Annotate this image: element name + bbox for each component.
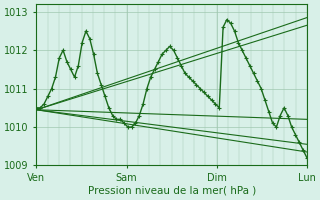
X-axis label: Pression niveau de la mer( hPa ): Pression niveau de la mer( hPa ) — [88, 186, 256, 196]
